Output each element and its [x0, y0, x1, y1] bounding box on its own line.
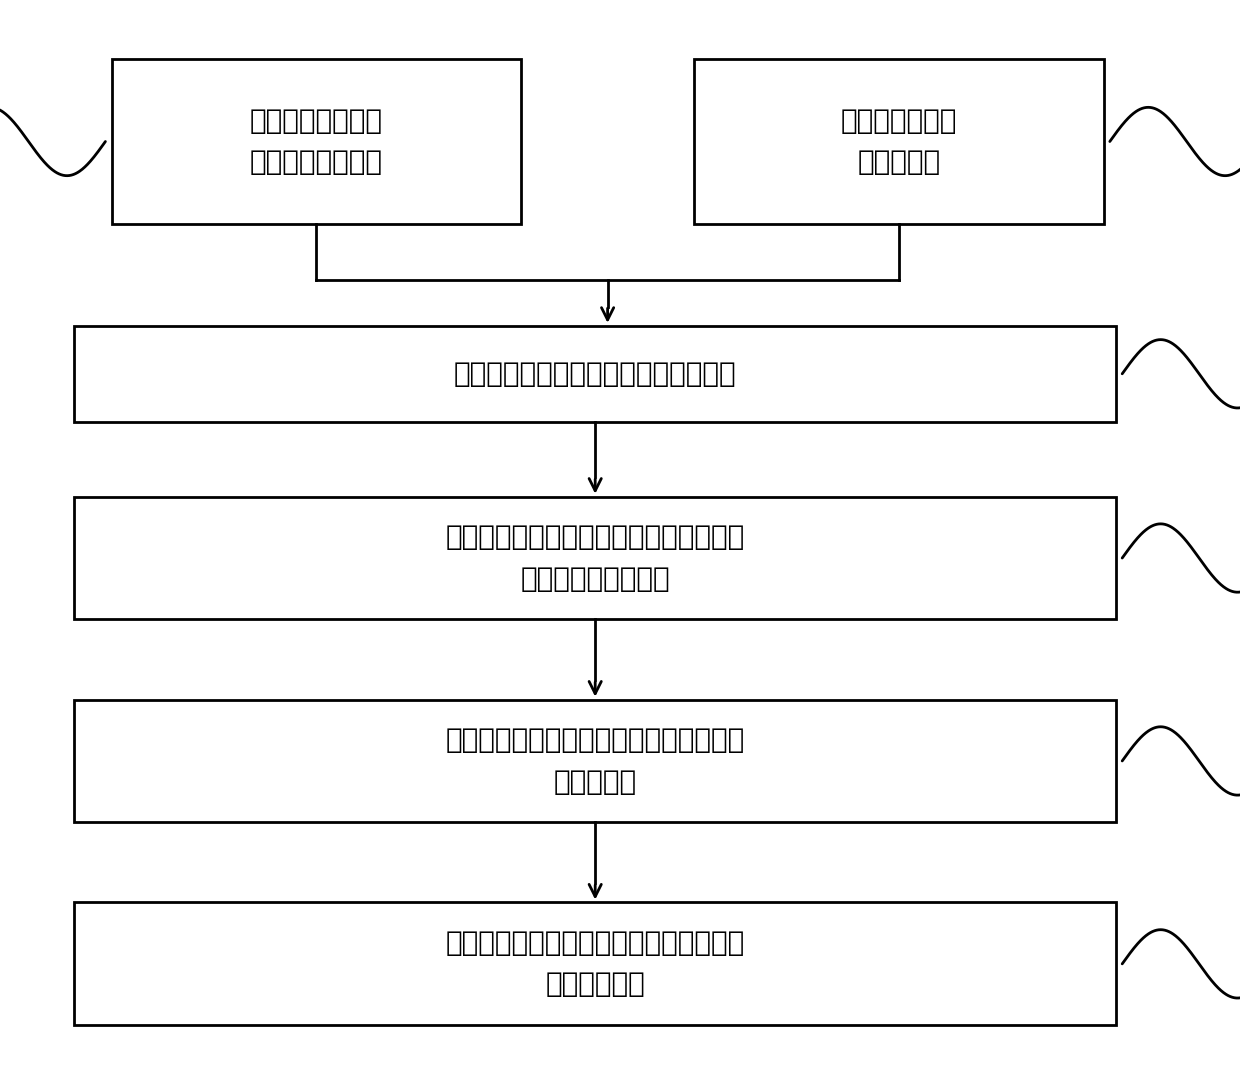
Bar [74, 700, 1116, 822]
Bar [112, 59, 521, 224]
Bar [694, 59, 1104, 224]
Bar [74, 902, 1116, 1025]
Text: 将文本行与行驶方向所对应的地图数据进
行路名匹配: 将文本行与行驶方向所对应的地图数据进 行路名匹配 [445, 726, 745, 796]
Text: 识别指示牌图片中
的文字和图形符号: 识别指示牌图片中 的文字和图形符号 [249, 107, 383, 176]
Bar [74, 497, 1116, 619]
Text: 将指示牌图片进
行区块划分: 将指示牌图片进 行区块划分 [841, 107, 957, 176]
Bar [74, 326, 1116, 422]
Text: 将位于同一区块中的文字确定为文本行: 将位于同一区块中的文字确定为文本行 [454, 360, 737, 388]
Text: 根据文本行与图形符号的相对位置确定文
本行对应的行驶方向: 根据文本行与图形符号的相对位置确定文 本行对应的行驶方向 [445, 523, 745, 593]
Text: 根据路名匹配的匹配结果及图形符号确定
指示牌的内容: 根据路名匹配的匹配结果及图形符号确定 指示牌的内容 [445, 929, 745, 999]
